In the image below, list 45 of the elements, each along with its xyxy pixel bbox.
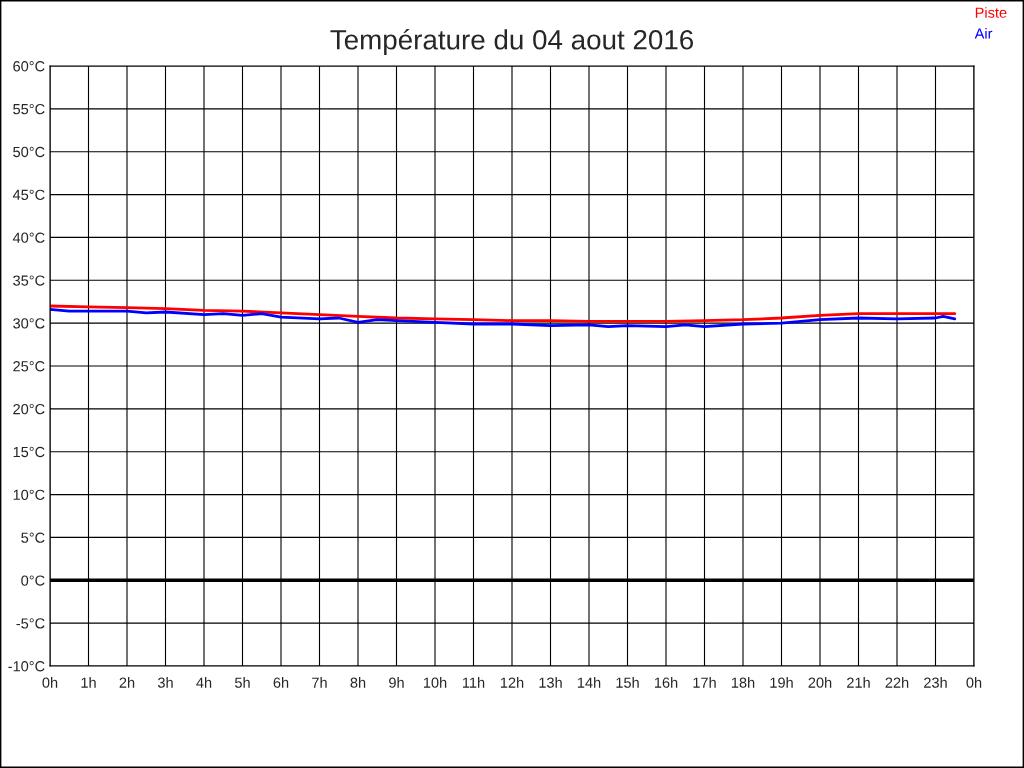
y-tick-label: 40°C	[12, 232, 45, 243]
x-tick-label: 0h	[966, 677, 982, 688]
text: Air	[974, 28, 993, 39]
y-tick-label: 20°C	[13, 403, 45, 415]
x-tick-label: 1h	[81, 677, 96, 688]
x-tick-label: 15h	[616, 677, 639, 688]
line-series	[50, 308, 957, 328]
y-tick-label: -5°C	[16, 618, 45, 629]
x-tick-label: 12h	[500, 677, 524, 688]
x-tick-label: 18h	[731, 677, 755, 688]
x-tick-label: 13h	[539, 677, 562, 688]
line-series	[50, 304, 957, 323]
x-tick-label: 0h	[42, 677, 58, 688]
y-tick-label: 50°C	[13, 146, 45, 158]
x-tick-label: 6h	[273, 677, 289, 688]
y-tick-label: 25°C	[13, 361, 45, 372]
y-tick-label: -10°C	[8, 661, 45, 672]
x-tick-label: 9h	[389, 677, 404, 688]
y-tick-label: 0°C	[21, 575, 45, 586]
x-tick-label: 17h	[693, 677, 716, 688]
x-tick-label: 14h	[577, 677, 601, 688]
y-tick-label: 5°C	[21, 532, 45, 543]
y-tick-label: 15°C	[13, 446, 45, 458]
y-tick-label: 35°C	[13, 275, 45, 286]
x-tick-label: 20h	[808, 677, 832, 688]
x-tick-label: 11h	[462, 677, 485, 688]
x-tick-label: 21h	[847, 677, 870, 688]
y-tick-label: 55°C	[13, 103, 45, 115]
x-tick-label: 10h	[423, 677, 447, 688]
x-tick-label: 2h	[119, 677, 135, 688]
x-tick-label: 3h	[157, 677, 173, 688]
x-tick-label: 4h	[196, 677, 212, 688]
x-tick-label: 19h	[770, 677, 793, 688]
text: Piste	[975, 7, 1007, 18]
chart-title: Température du 04 aout 2016	[330, 28, 694, 56]
x-tick-label: 5h	[234, 677, 250, 688]
y-tick-label: 60°C	[13, 61, 45, 72]
y-tick-label: 10°C	[13, 489, 45, 500]
x-tick-label: 23h	[924, 677, 947, 688]
x-tick-label: 8h	[350, 677, 366, 688]
y-tick-label: 45°C	[12, 189, 45, 200]
x-tick-label: 22h	[885, 677, 909, 688]
x-tick-label: 16h	[654, 677, 678, 688]
x-tick-label: 7h	[312, 677, 327, 688]
y-tick-label: 30°C	[13, 318, 45, 329]
